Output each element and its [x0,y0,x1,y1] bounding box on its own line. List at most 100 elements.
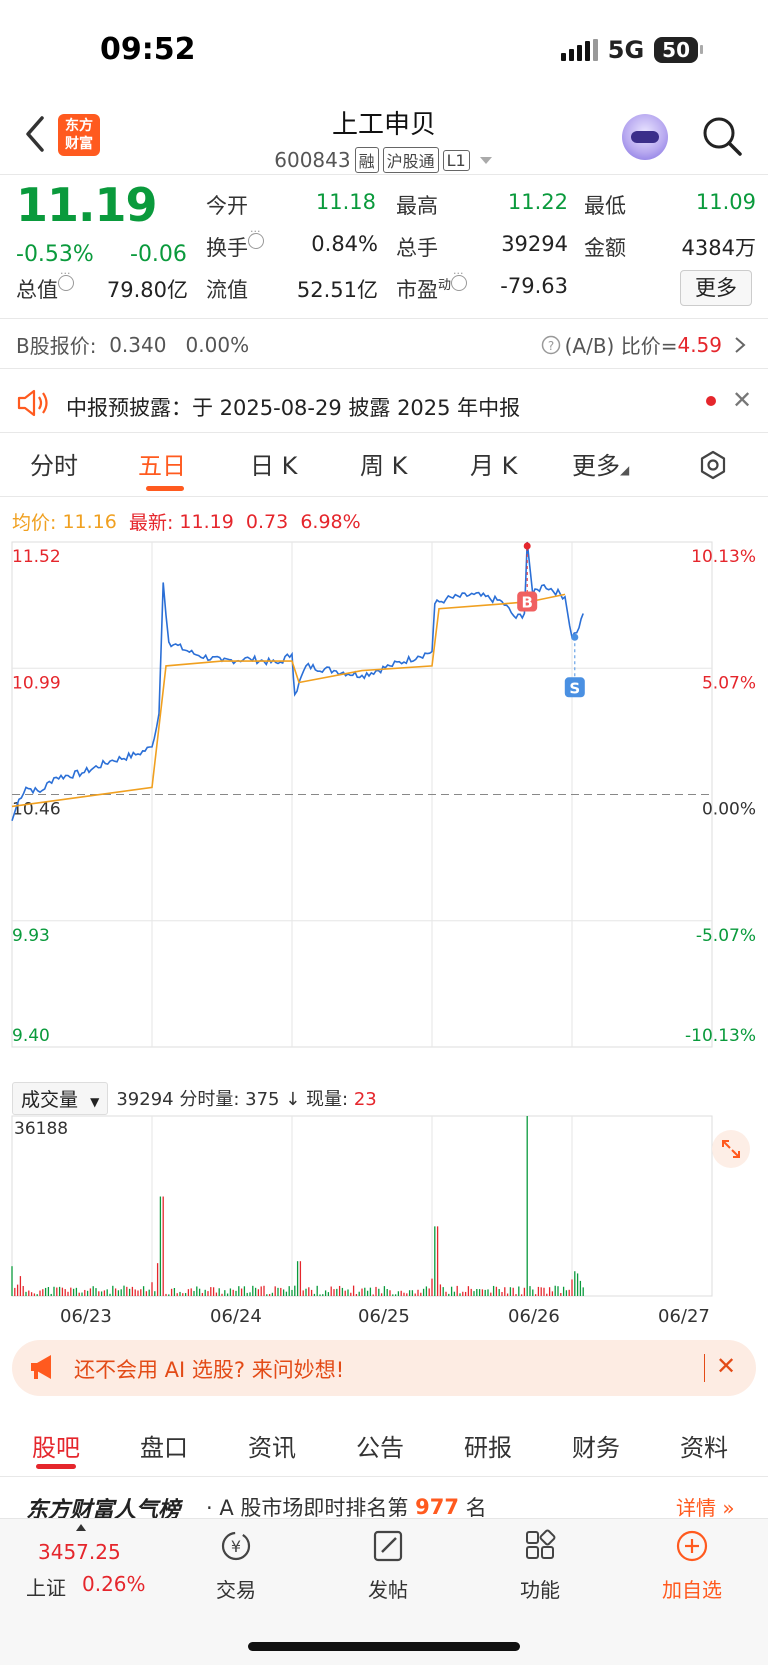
eastmoney-logo: 东方 财富 [58,114,100,156]
chevron-right-icon[interactable] [730,335,750,355]
nav-trade[interactable]: ¥ 交易 [176,1528,296,1603]
date-label: 06/23 [60,1306,112,1327]
info-icon[interactable] [451,267,468,291]
tab-news[interactable]: 资讯 [248,1434,296,1462]
avg-line [11,593,566,808]
chart-info: 均价: 11.16 最新: 11.19 0.73 6.98% [12,510,361,535]
pe-label[interactable]: 市盈动 [396,267,468,304]
more-quote-button[interactable]: 更多 [680,270,752,306]
date-label: 06/24 [210,1306,262,1327]
function-icon [526,1529,556,1559]
tab-announcements[interactable]: 公告 [356,1434,404,1462]
tab-more[interactable]: 更多◢ [572,452,630,480]
volume-value: 39294 [501,232,568,256]
nav-function[interactable]: 功能 [480,1528,600,1603]
tab-weekly-k[interactable]: 周 K [360,452,408,480]
sell-marker [564,677,585,698]
close-icon[interactable]: ✕ [716,1352,737,1380]
nav-add-watchlist[interactable]: 加自选 [632,1528,752,1603]
volume-selector[interactable]: 成交量 ▼ [12,1081,109,1115]
signal-icon [560,39,598,61]
home-indicator [248,1642,520,1651]
price-line [11,541,584,821]
y-label-left: 9.40 [12,1026,50,1046]
tag-level: L1 [442,149,470,171]
y-label-right: 10.13% [691,547,756,567]
help-icon[interactable]: ? [541,335,561,355]
tab-profile[interactable]: 资料 [680,1434,728,1462]
y-label-left: 10.99 [12,673,61,693]
open-value: 11.18 [315,190,376,214]
y-label-right: -10.13% [685,1026,756,1046]
expand-icon[interactable] [712,1130,750,1168]
b-share-row: B股报价: 0.340 0.00% [16,332,250,359]
volume-max-label: 36188 [14,1119,68,1139]
close-icon[interactable]: ✕ [732,386,753,414]
change-percent: -0.53% [16,242,94,267]
svg-text:?: ? [547,339,553,353]
amount-label: 金额 [584,236,626,260]
notice-text[interactable]: 中报预披露：于 2025-08-29 披露 2025 年中报 [66,396,521,420]
buy-marker-label: B [521,594,532,612]
speaker-icon [17,389,48,417]
date-label: 06/27 [658,1306,710,1327]
stock-title: 上工申贝 600843 融 沪股通 L1 [0,104,768,173]
sell-marker-label: S [569,679,580,697]
ab-ratio[interactable]: ? (A/B) 比价= 4.59 [541,330,750,359]
tab-order-book[interactable]: 盘口 [140,1434,188,1462]
market-cap-value: 79.80亿 [106,278,188,302]
date-label: 06/26 [508,1306,560,1327]
gear-icon[interactable] [698,450,728,480]
high-point [523,542,531,550]
tab-five-day[interactable]: 五日 [138,452,186,480]
volume-chart[interactable]: 36188 [10,1114,758,1304]
status-time: 09:52 [100,32,196,67]
tag-margin: 融 [354,147,379,173]
volume-frame [11,1115,713,1297]
stock-subtitle[interactable]: 600843 融 沪股通 L1 [0,147,768,173]
nav-post[interactable]: 发帖 [328,1528,448,1603]
low-value: 11.09 [695,190,756,214]
ai-assistant-icon[interactable] [622,114,668,160]
y-label-left: 11.52 [12,547,61,567]
tab-intraday[interactable]: 分时 [30,452,78,480]
y-label-right: -5.07% [696,926,756,946]
tab-forum[interactable]: 股吧 [32,1434,80,1462]
float-cap-label: 流值 [206,278,248,302]
tab-research[interactable]: 研报 [464,1434,512,1462]
pe-value: -79.63 [500,274,568,298]
tab-monthly-k[interactable]: 月 K [470,452,518,480]
turnover-value: 0.84% [311,232,378,256]
info-icon[interactable] [248,225,264,249]
ai-banner[interactable] [12,1340,756,1396]
svg-text:¥: ¥ [231,1537,241,1556]
tab-daily-k[interactable]: 日 K [250,452,298,480]
divider [704,1354,705,1382]
index-change[interactable]: 0.26% [82,1572,146,1596]
arrow-up-icon [76,1524,86,1531]
info-icon[interactable] [58,267,74,291]
ai-banner-text[interactable]: 还不会用 AI 选股? 来问妙想! [74,1358,345,1382]
volume-info: 39294 分时量: 375 ↓ 现量: 23 [116,1089,377,1110]
y-label-right: 5.07% [702,673,756,693]
low-label: 最低 [584,194,626,218]
market-cap-label[interactable]: 总值 [16,267,74,304]
trade-icon: ¥ [221,1531,251,1561]
popularity-rank-text: · A 股市场即时排名第 977 名 [206,1495,487,1520]
turnover-label[interactable]: 换手 [206,225,264,262]
search-icon[interactable] [700,114,744,158]
add-watchlist-icon [676,1530,708,1562]
active-tab-indicator [36,1464,76,1469]
date-label: 06/25 [358,1306,410,1327]
index-name[interactable]: 上证 [26,1576,66,1600]
sell-point [571,633,579,641]
current-price: 11.19 [16,178,158,232]
stock-code: 600843 [274,148,351,172]
megaphone-icon [31,1355,51,1379]
index-value[interactable]: 3457.25 [38,1540,121,1564]
five-day-price-chart[interactable]: 11.5210.9910.469.939.4010.13%5.07%0.00%-… [10,540,758,1080]
back-icon[interactable] [20,112,50,156]
rank-detail-link[interactable]: 详情 » [676,1496,735,1520]
tab-financials[interactable]: 财务 [572,1434,620,1462]
chevron-down-icon[interactable] [478,154,494,166]
